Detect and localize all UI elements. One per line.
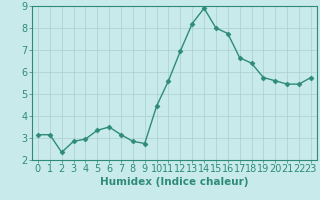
X-axis label: Humidex (Indice chaleur): Humidex (Indice chaleur): [100, 177, 249, 187]
